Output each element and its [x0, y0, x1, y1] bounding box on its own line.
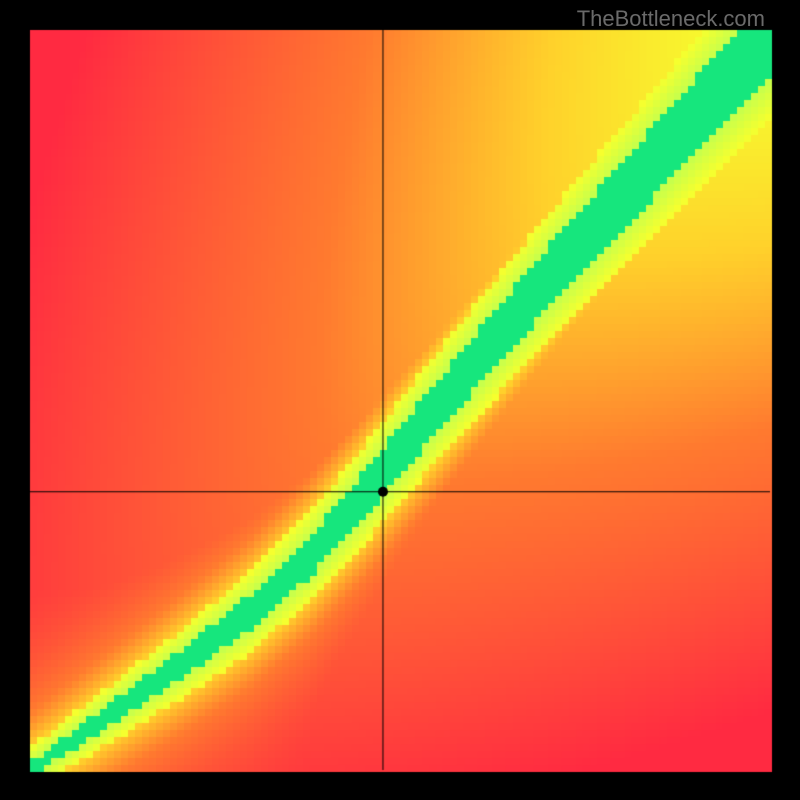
chart-container: TheBottleneck.com — [0, 0, 800, 800]
heatmap-canvas — [0, 0, 800, 800]
watermark-text: TheBottleneck.com — [577, 6, 765, 32]
